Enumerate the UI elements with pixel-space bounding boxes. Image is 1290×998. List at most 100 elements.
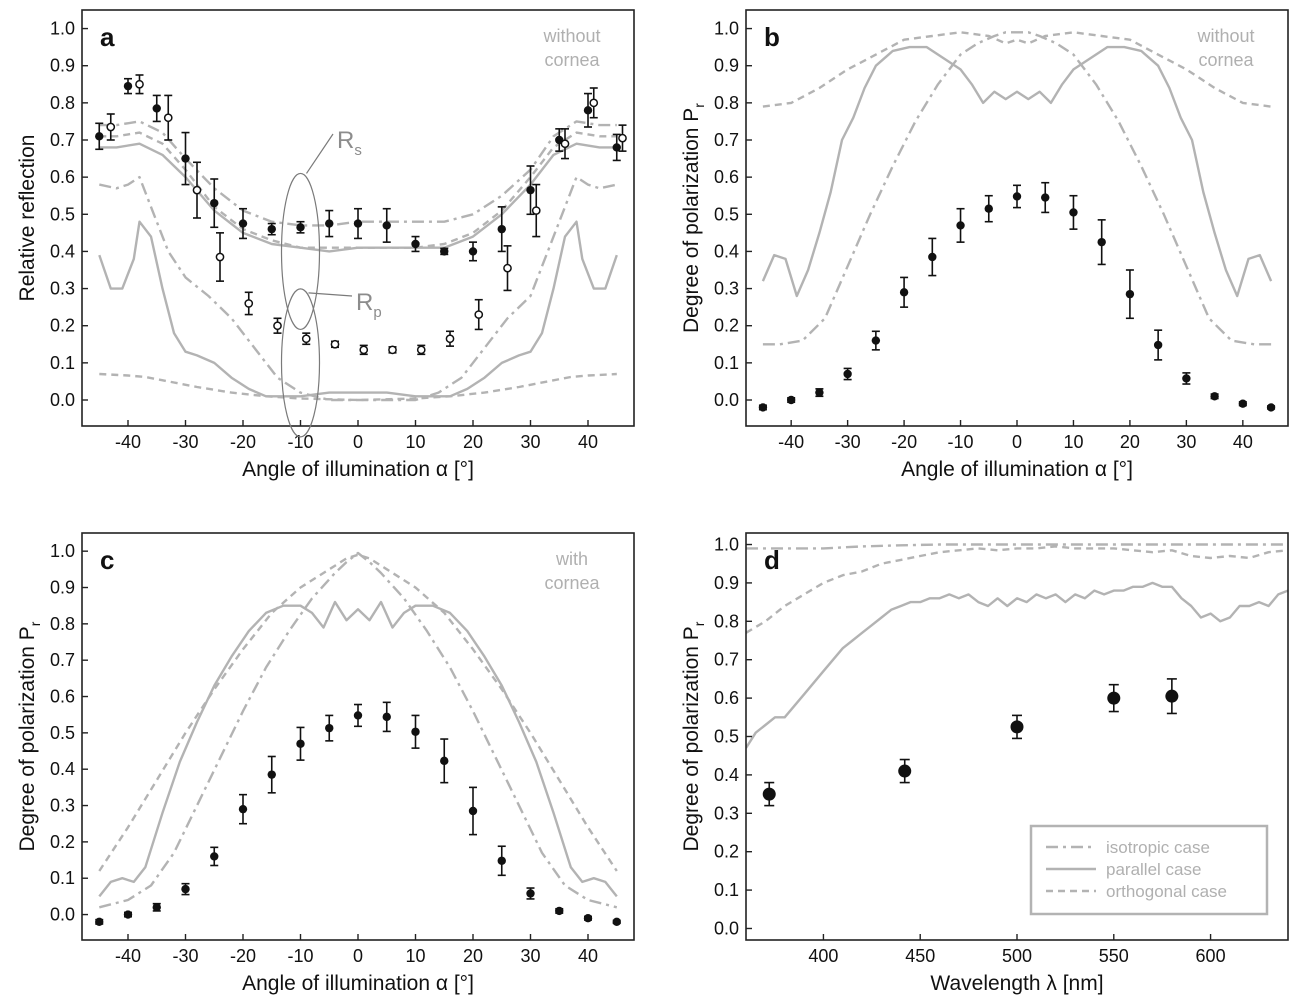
data-point bbox=[296, 223, 305, 232]
data-point bbox=[1165, 689, 1179, 703]
data-point-open bbox=[192, 185, 202, 195]
annotation-leader bbox=[308, 292, 353, 297]
data-point bbox=[152, 104, 161, 113]
data-point bbox=[296, 739, 305, 748]
y-tick-label: 0.8 bbox=[50, 93, 75, 113]
data-point bbox=[815, 388, 824, 397]
data-point bbox=[956, 221, 965, 230]
y-tick-label: 0.0 bbox=[50, 390, 75, 410]
data-point-open bbox=[135, 79, 144, 89]
x-tick-label: -30 bbox=[835, 432, 861, 452]
x-tick-label: 10 bbox=[1063, 432, 1083, 452]
x-tick-label: 20 bbox=[463, 946, 483, 966]
plot-frame bbox=[745, 9, 1289, 427]
model-line-dashdot bbox=[99, 551, 618, 909]
data-point bbox=[928, 252, 937, 262]
model-line-dashdot bbox=[99, 120, 617, 227]
data-point bbox=[786, 395, 796, 405]
y-tick-label: 0.8 bbox=[714, 93, 739, 113]
y-tick-label: 0.3 bbox=[714, 279, 739, 299]
plot-area bbox=[95, 551, 621, 927]
panel-a: 0.0 0.1 0.2 0.3 0.4 0.5 0.6 0.7 0.8 0.9 1.0 -40 -30 -… bbox=[16, 9, 635, 481]
data-point-open bbox=[416, 345, 426, 355]
data-point bbox=[612, 143, 621, 152]
x-tick-label: 10 bbox=[405, 432, 425, 452]
panel-c: 0.0 0.1 0.2 0.3 0.4 0.5 0.6 0.7 0.8 0.9 1.0 -40 -30 -… bbox=[16, 532, 635, 995]
y-tick-label: 0.7 bbox=[714, 130, 739, 150]
y-tick-label: 0.3 bbox=[714, 803, 739, 823]
x-tick-label: 10 bbox=[405, 946, 425, 966]
data-point bbox=[1238, 399, 1248, 408]
x-tick-label: -30 bbox=[172, 432, 198, 452]
y-tick-label: 0.5 bbox=[714, 727, 739, 747]
data-point bbox=[843, 369, 852, 379]
y-tick-label: 0.2 bbox=[50, 316, 75, 336]
data-point bbox=[497, 856, 506, 865]
x-tick-label: 40 bbox=[1233, 432, 1253, 452]
y-tick-label: 0.1 bbox=[714, 880, 739, 900]
model-line-solid bbox=[99, 142, 617, 253]
x-tick-label: 40 bbox=[578, 946, 598, 966]
y-axis-label: Degree of polarization Pr bbox=[680, 621, 707, 851]
data-point bbox=[899, 288, 909, 297]
x-tick-label: -20 bbox=[891, 432, 917, 452]
y-tick-label: 0.3 bbox=[50, 279, 75, 299]
data-point bbox=[325, 219, 334, 228]
y-tick-label: 0.5 bbox=[50, 204, 75, 224]
x-tick-label: -20 bbox=[230, 946, 256, 966]
data-point bbox=[497, 224, 506, 234]
x-tick-label: 20 bbox=[463, 432, 483, 452]
x-tick-label: -40 bbox=[778, 432, 804, 452]
data-point bbox=[1010, 720, 1024, 734]
y-tick-label: 0.1 bbox=[714, 353, 739, 373]
panel-note: cornea bbox=[544, 50, 600, 70]
data-point bbox=[152, 903, 161, 912]
data-point bbox=[762, 787, 776, 801]
y-tick-label: 0.2 bbox=[50, 832, 75, 852]
x-tick-label: 30 bbox=[520, 946, 540, 966]
y-axis-label: Relative reflection bbox=[16, 135, 39, 302]
y-tick-label: 0.9 bbox=[50, 578, 75, 598]
y-tick-label: 0.7 bbox=[50, 650, 75, 670]
model-line-dashed bbox=[98, 553, 618, 872]
data-point-open bbox=[560, 139, 570, 149]
legend: isotropic case parallel case orthogonal ca… bbox=[1029, 824, 1269, 916]
y-tick-label: 0.0 bbox=[714, 918, 739, 938]
x-tick-label: 0 bbox=[353, 432, 363, 452]
data-point-open bbox=[244, 299, 254, 308]
model-line-solid bbox=[98, 220, 618, 398]
y-tick-label: 0.1 bbox=[50, 353, 75, 373]
data-point bbox=[95, 917, 104, 927]
x-tick-label: 400 bbox=[808, 946, 838, 966]
plot-area bbox=[95, 74, 627, 402]
y-tick-label: 0.4 bbox=[50, 241, 75, 261]
x-axis-label: Angle of illumination α [°] bbox=[901, 458, 1133, 481]
data-point-open bbox=[330, 339, 340, 349]
panel-note: without bbox=[542, 26, 600, 46]
data-point bbox=[526, 185, 535, 195]
data-point bbox=[1266, 403, 1276, 412]
data-point-open bbox=[106, 122, 116, 132]
y-tick-label: 0.9 bbox=[50, 56, 75, 76]
data-point bbox=[871, 336, 881, 345]
data-point bbox=[898, 764, 912, 778]
data-point bbox=[353, 219, 363, 228]
data-point bbox=[1012, 192, 1022, 201]
data-point bbox=[411, 239, 420, 249]
y-tick-label: 0.6 bbox=[714, 688, 739, 708]
x-tick-label: 20 bbox=[1120, 432, 1140, 452]
data-point bbox=[1069, 208, 1078, 217]
data-point bbox=[238, 804, 248, 814]
model-line-solid bbox=[98, 600, 618, 898]
data-point bbox=[758, 403, 768, 412]
x-tick-label: 500 bbox=[1002, 946, 1032, 966]
data-point-open bbox=[503, 263, 512, 273]
data-point bbox=[1182, 374, 1191, 383]
y-tick-label: 0.3 bbox=[50, 796, 75, 816]
y-tick-label: 0.9 bbox=[714, 573, 739, 593]
y-tick-label: 0.0 bbox=[50, 905, 75, 925]
y-tick-label: 0.2 bbox=[714, 842, 739, 862]
panel-note: without bbox=[1196, 26, 1254, 46]
y-axis-label-main: Relative reflection bbox=[16, 135, 39, 302]
panel-note: cornea bbox=[544, 573, 600, 593]
